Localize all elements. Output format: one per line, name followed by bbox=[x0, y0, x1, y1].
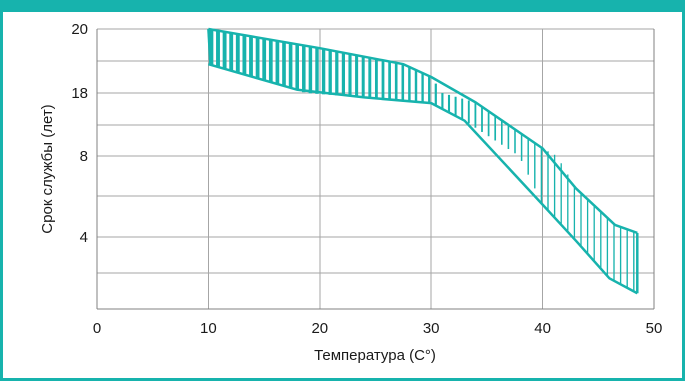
y-tick-label: 18 bbox=[71, 85, 88, 102]
y-tick-label: 20 bbox=[71, 21, 88, 38]
y-tick-label: 8 bbox=[80, 148, 88, 165]
axis-layer bbox=[96, 29, 655, 310]
x-tick-label: 50 bbox=[646, 320, 663, 337]
y-axis-label: Срок службы (лет) bbox=[39, 104, 56, 233]
x-tick-label: 20 bbox=[311, 320, 328, 337]
grid-layer bbox=[97, 28, 654, 309]
x-axis-label: Температура (C°) bbox=[314, 347, 436, 364]
x-tick-label: 10 bbox=[200, 320, 217, 337]
band-lower-edge bbox=[208, 62, 638, 295]
x-tick-label: 0 bbox=[93, 320, 101, 337]
tick-labels: 0 10 20 30 40 50 20 18 8 4 bbox=[71, 21, 662, 337]
y-tick-label: 4 bbox=[80, 229, 88, 246]
x-tick-label: 30 bbox=[423, 320, 440, 337]
band-left-edge bbox=[207, 28, 212, 65]
band-layer bbox=[207, 27, 639, 295]
x-tick-label: 40 bbox=[534, 320, 551, 337]
band-upper-edge bbox=[208, 27, 638, 235]
